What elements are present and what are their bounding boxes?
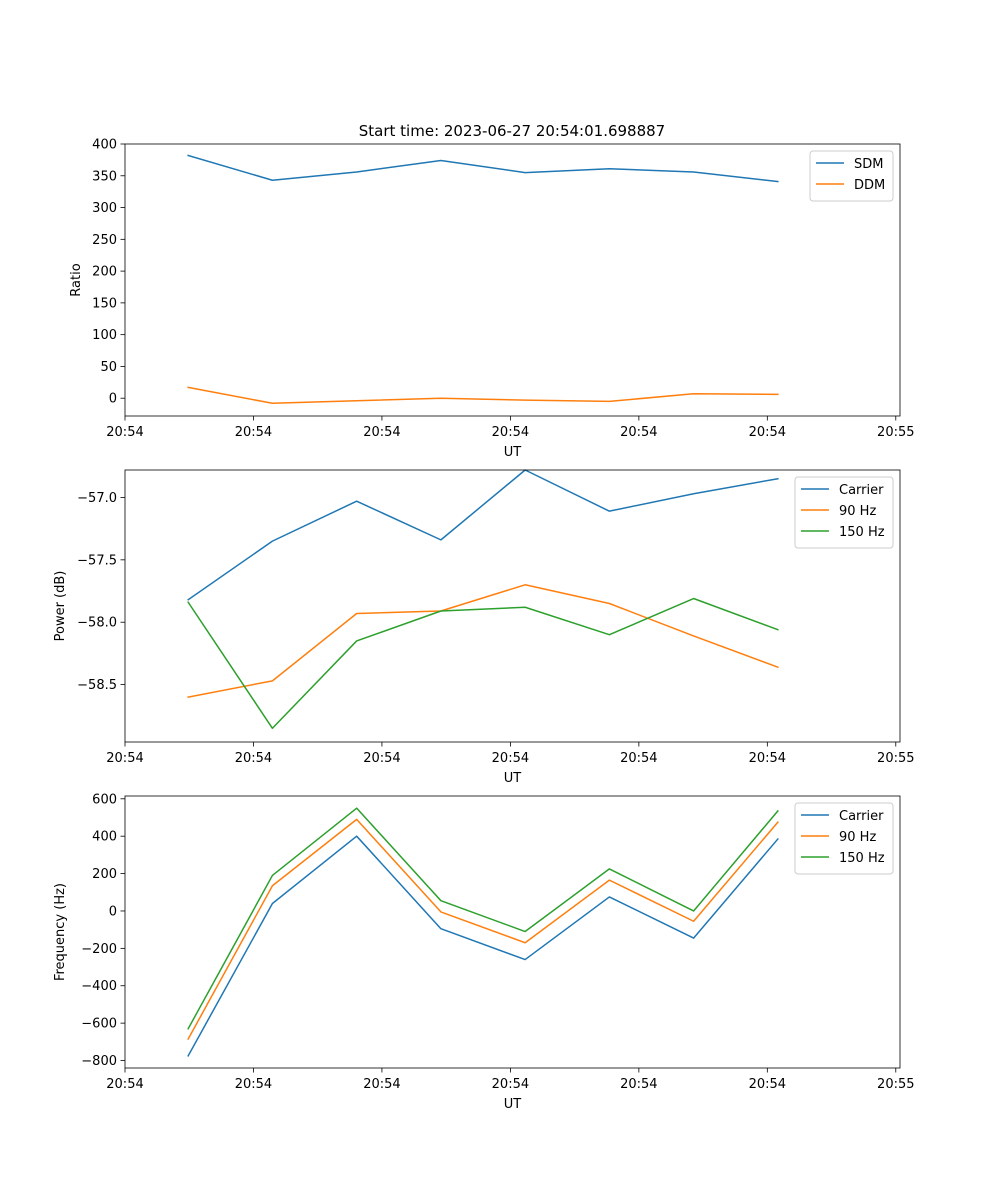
y-tick-label: −57.0: [77, 491, 117, 506]
y-tick-label: 50: [100, 360, 117, 375]
legend: Carrier 90 Hz 150 Hz: [794, 476, 894, 549]
series-line: [187, 584, 779, 698]
y-tick-label: 0: [109, 392, 117, 407]
axes-frame: [124, 795, 901, 1069]
x-tick-label: 20:54: [620, 751, 657, 766]
series-line: [187, 835, 779, 1057]
x-tick-label: 20:54: [363, 1077, 400, 1092]
series-line: [187, 469, 779, 601]
series-line: [187, 386, 779, 405]
legend-label: 90 Hz: [839, 830, 876, 845]
y-tick-label: −800: [81, 1054, 117, 1069]
x-tick-label: 20:54: [235, 425, 272, 440]
charts: 20:54 20:54 20:54 20:54 20:54 20:54 20:55 0 50 10…: [53, 138, 915, 1113]
chart-panel-2: 20:54 20:54 20:54 20:54 20:54 20:54 20:55 −58.5…: [53, 469, 915, 786]
legend-label: 150 Hz: [839, 851, 885, 866]
x-tick-label: 20:54: [106, 751, 143, 766]
y-tick-label: 350: [92, 169, 117, 184]
y-tick-label: 200: [92, 867, 117, 882]
x-tick-label: 20:55: [877, 751, 914, 766]
x-tick-label: 20:55: [877, 1077, 914, 1092]
y-tick-label: 400: [92, 138, 117, 153]
y-tick-label: −400: [81, 979, 117, 994]
legend: Carrier 90 Hz 150 Hz: [794, 802, 894, 875]
y-axis-label: Power (dB): [53, 571, 68, 642]
figure-title: Start time: 2023-06-27 20:54:01.698887: [359, 122, 665, 140]
y-tick-label: −58.0: [77, 616, 117, 631]
series-line: [187, 154, 779, 183]
legend-label: DDM: [854, 178, 885, 193]
x-tick-label: 20:54: [749, 425, 786, 440]
y-tick-label: 400: [92, 830, 117, 845]
legend-label: Carrier: [839, 809, 884, 824]
x-tick-label: 20:54: [620, 1077, 657, 1092]
y-tick-label: 100: [92, 328, 117, 343]
x-tick-label: 20:54: [106, 1077, 143, 1092]
y-tick-label: −600: [81, 1017, 117, 1032]
x-tick-label: 20:54: [749, 751, 786, 766]
axes-frame: [124, 469, 901, 743]
x-tick-label: 20:54: [235, 751, 272, 766]
y-tick-label: 600: [92, 792, 117, 807]
y-axis-label: Ratio: [69, 263, 84, 296]
x-tick-label: 20:54: [749, 1077, 786, 1092]
x-tick-label: 20:54: [492, 1077, 529, 1092]
y-tick-label: −200: [81, 942, 117, 957]
y-tick-label: 0: [109, 904, 117, 919]
series-line: [187, 818, 779, 1041]
x-tick-label: 20:54: [620, 425, 657, 440]
series-line: [187, 807, 779, 1030]
x-tick-label: 20:54: [492, 425, 529, 440]
axes-frame: [124, 143, 901, 417]
legend-label: Carrier: [839, 483, 884, 498]
x-axis-label: UT: [504, 445, 522, 460]
x-axis-label: UT: [504, 1097, 522, 1112]
y-tick-label: 250: [92, 233, 117, 248]
chart-panel-1: 20:54 20:54 20:54 20:54 20:54 20:54 20:55 0 50 10…: [69, 138, 915, 461]
y-axis-label: Frequency (Hz): [53, 883, 68, 981]
y-tick-label: 300: [92, 201, 117, 216]
y-tick-label: −57.5: [77, 553, 117, 568]
y-tick-label: −58.5: [77, 678, 117, 693]
x-tick-label: 20:54: [492, 751, 529, 766]
x-tick-label: 20:54: [363, 751, 400, 766]
x-tick-label: 20:54: [235, 1077, 272, 1092]
x-axis-label: UT: [504, 771, 522, 786]
legend-label: SDM: [854, 157, 883, 172]
x-tick-label: 20:54: [106, 425, 143, 440]
legend-label: 150 Hz: [839, 525, 885, 540]
legend-label: 90 Hz: [839, 504, 876, 519]
chart-panel-3: 20:54 20:54 20:54 20:54 20:54 20:54 20:55 −800 −…: [53, 792, 915, 1112]
series-line: [187, 597, 779, 730]
y-tick-label: 150: [92, 296, 117, 311]
legend: SDM DDM: [809, 150, 894, 202]
x-tick-label: 20:55: [877, 425, 914, 440]
y-tick-label: 200: [92, 265, 117, 280]
x-tick-label: 20:54: [363, 425, 400, 440]
